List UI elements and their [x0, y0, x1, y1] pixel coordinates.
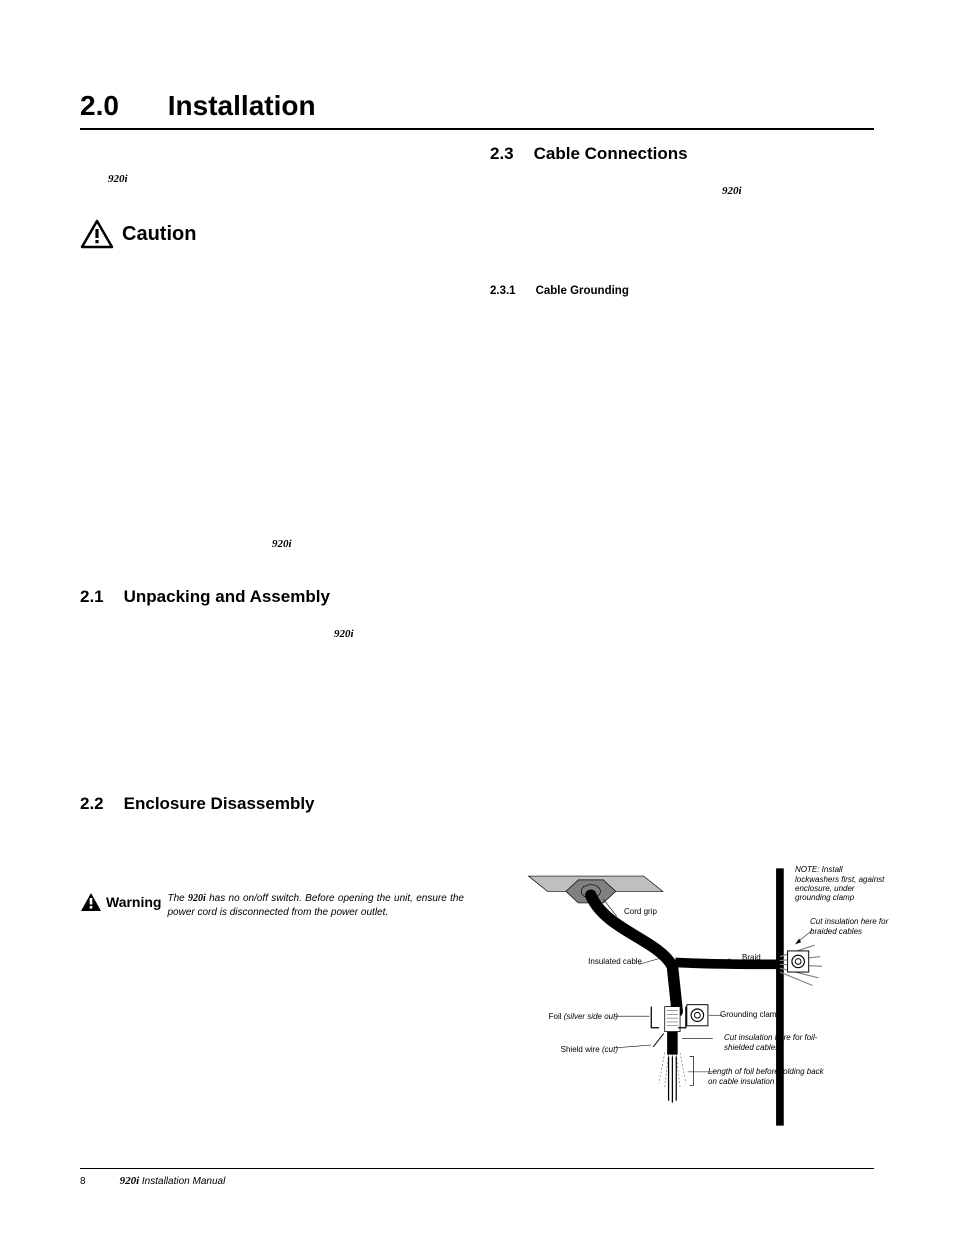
warning-label: Warning: [80, 892, 161, 912]
sec23-text: The universal model of the indicator pro…: [490, 170, 874, 227]
warning-text: The 920i has no on/off switch. Before op…: [167, 892, 464, 919]
warning-model: 920i: [188, 893, 206, 904]
diagram-cut-foil: Cut insulation here for foil-shielded ca…: [724, 1033, 824, 1051]
section-2-2-num: 2.2: [80, 794, 104, 814]
diagram-insulated-cable: Insulated cable: [582, 957, 642, 966]
warning-pre: The: [167, 893, 188, 904]
model-mid: 920i: [272, 538, 292, 550]
section-2-3-num: 2.3: [490, 144, 514, 164]
section-2-2-title: Enclosure Disassembly: [124, 794, 315, 814]
section-2-1-title: Unpacking and Assembly: [124, 587, 330, 607]
caution-icon: [80, 219, 114, 249]
diagram-note: NOTE: Install lockwashers first, against…: [795, 865, 887, 902]
diagram-braid: Braid: [742, 953, 761, 962]
warning-word: Warning: [106, 894, 161, 910]
sec21-text: Immediately after unpacking, visually in…: [80, 613, 464, 698]
section-2-3-1-title: Cable Grounding: [536, 285, 629, 297]
diagram-shield: Shield wire (cut): [542, 1045, 618, 1054]
chapter-name: Installation: [168, 90, 316, 121]
intro-paragraph: This section describes procedures for co…: [80, 144, 464, 201]
section-2-3-title: Cable Connections: [534, 144, 688, 164]
section-2-3-1-heading: 2.3.1 Cable Grounding: [490, 285, 874, 297]
model-intro: 920i: [108, 173, 128, 185]
section-2-2-heading: 2.2 Enclosure Disassembly: [80, 794, 464, 814]
warning-block: Warning The 920i has no on/off switch. B…: [80, 892, 464, 919]
left-column: This section describes procedures for co…: [80, 144, 464, 1137]
page-footer: 8 920i Installation Manual: [80, 1168, 874, 1187]
grounding-diagram: NOTE: Install lockwashers first, against…: [490, 857, 874, 1137]
chapter-number: 2.0: [80, 90, 160, 122]
section-2-3-heading: 2.3 Cable Connections: [490, 144, 874, 164]
diagram-grounding-clamp: Grounding clamp: [720, 1010, 781, 1019]
caution-label: Caution: [122, 223, 196, 246]
model-21: 920i: [334, 628, 354, 640]
chapter-title: 2.0 Installation: [80, 90, 874, 130]
section-2-3-1-num: 2.3.1: [490, 285, 516, 297]
diagram-cord-grip: Cord grip: [624, 907, 657, 916]
diagram-fold-length: Length of foil before folding back on ca…: [708, 1067, 828, 1085]
footer-title: 920i Installation Manual: [120, 1175, 226, 1187]
model-23: 920i: [722, 185, 742, 197]
sec22-text: The indicator enclosure must be opened t…: [80, 820, 464, 848]
footer-model: 920i: [120, 1175, 140, 1187]
footer-rest: Installation Manual: [139, 1176, 225, 1187]
right-column: 2.3 Cable Connections The universal mode…: [490, 144, 874, 1137]
warning-icon: [80, 892, 102, 912]
page-number: 8: [80, 1176, 86, 1187]
two-column-layout: This section describes procedures for co…: [80, 144, 874, 1137]
caution-text: Use a wrist strap to ground yourself and…: [80, 257, 464, 566]
diagram-cut-braided: Cut insulation here for braided cables: [810, 917, 890, 935]
warning-post: has no on/off switch. Before opening the…: [167, 893, 464, 918]
section-2-1-heading: 2.1 Unpacking and Assembly: [80, 587, 464, 607]
diagram-foil: Foil (silver side out): [542, 1012, 618, 1021]
caution-block: Caution: [80, 219, 464, 249]
section-2-1-num: 2.1: [80, 587, 104, 607]
